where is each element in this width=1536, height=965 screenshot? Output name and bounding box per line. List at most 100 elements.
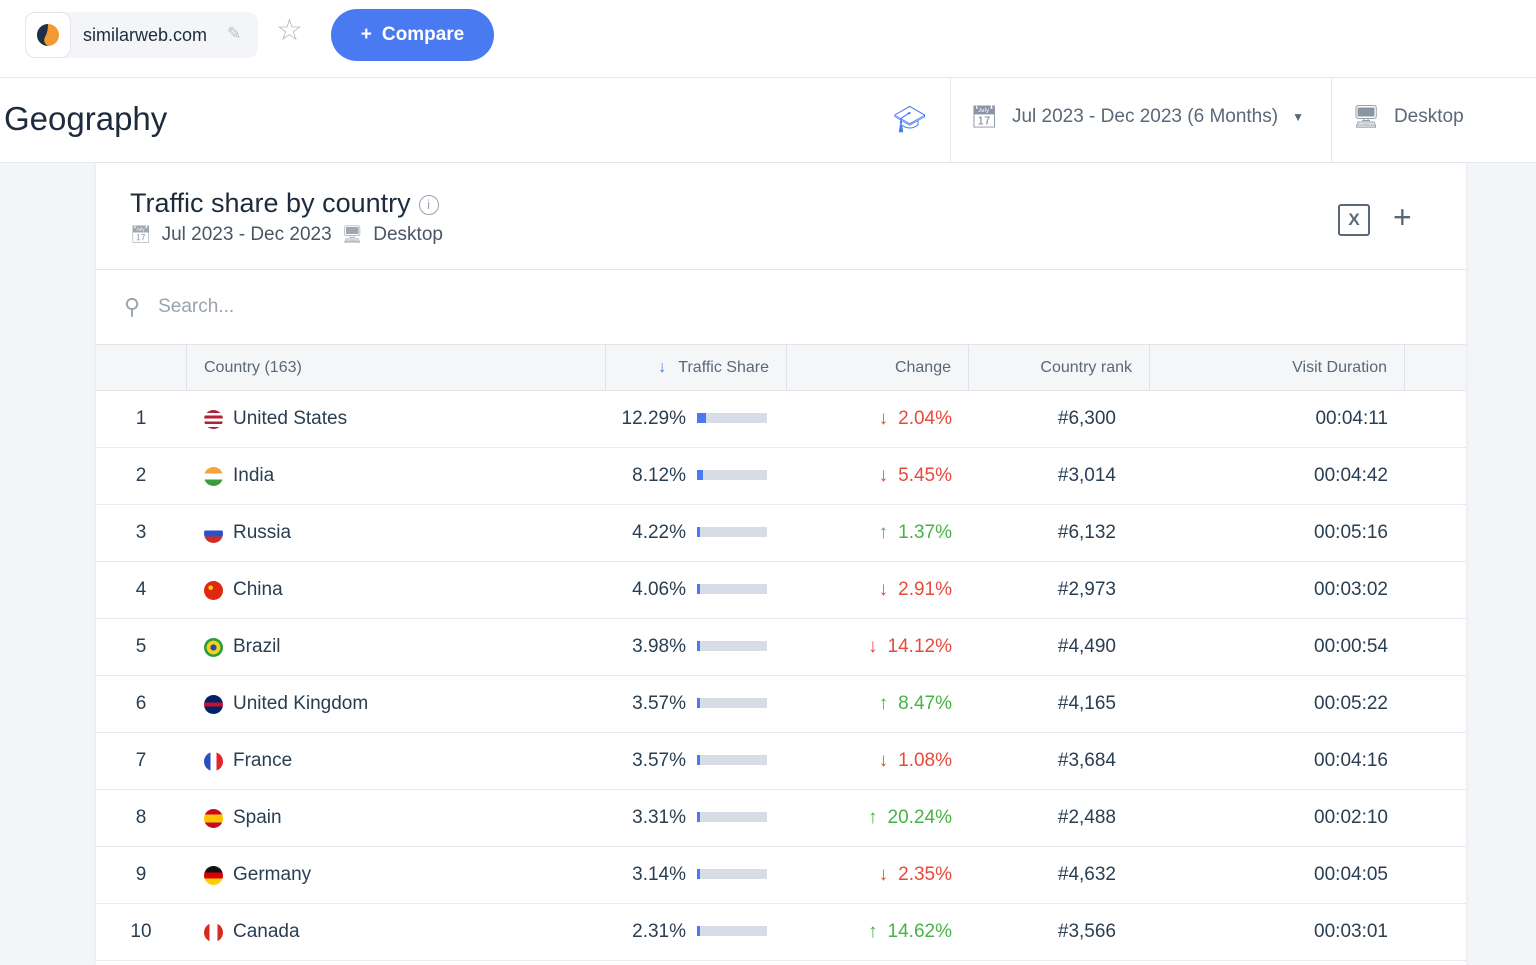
country-cell[interactable]: United States <box>204 391 347 447</box>
column-traffic-share[interactable]: ↓ Traffic Share <box>605 345 786 391</box>
site-name: similarweb.com <box>83 25 208 45</box>
traffic-share-card: Traffic share by country i 📅︎ Jul 2023 - D… <box>96 163 1466 965</box>
change-text: 20.24% <box>887 807 952 828</box>
calendar-icon: 📅︎ <box>970 104 998 129</box>
traffic-share-bar <box>697 413 767 423</box>
arrow-up-icon: ↑ <box>878 693 889 714</box>
star-icon[interactable]: ☆ <box>276 14 303 47</box>
change-text: 14.62% <box>887 921 952 942</box>
card-date: Jul 2023 - Dec 2023 <box>161 224 332 245</box>
edit-icon[interactable]: ✎ <box>227 24 242 43</box>
country-name: United Kingdom <box>233 693 369 714</box>
flag-icon <box>204 694 223 714</box>
column-traffic-share-label: Traffic Share <box>678 359 769 376</box>
flag-icon <box>204 580 223 600</box>
traffic-share-bar <box>697 698 767 708</box>
country-cell[interactable]: Russia <box>204 505 291 561</box>
traffic-share-value: 4.22% <box>632 522 686 543</box>
change-text: 8.47% <box>898 693 952 714</box>
traffic-share-value: 8.12% <box>632 465 686 486</box>
country-name: United States <box>233 408 348 429</box>
plus-icon: + <box>360 24 372 45</box>
table-row[interactable]: 4 China 4.06% ↓ 2.91% #2,973 00:03:02 <box>96 562 1466 619</box>
flag-icon <box>204 865 223 885</box>
info-icon[interactable]: i <box>418 194 439 215</box>
divider <box>950 78 951 163</box>
site-selector[interactable]: similarweb.com ✎ <box>25 12 258 58</box>
date-range-picker[interactable]: 📅︎ Jul 2023 - Dec 2023 (6 Months) ▼ <box>970 104 1304 130</box>
device-selector[interactable]: 🖥︎ Desktop <box>1352 104 1464 130</box>
flag-icon <box>204 808 223 828</box>
card-device: Desktop <box>373 224 443 245</box>
table-row[interactable]: 1 United States 12.29% ↓ 2.04% #6,300 00:… <box>96 391 1466 448</box>
change-value: ↓ 2.91% <box>796 562 952 618</box>
country-cell[interactable]: Brazil <box>204 619 281 675</box>
traffic-share-bar <box>697 641 767 651</box>
traffic-share-bar <box>697 869 767 879</box>
traffic-share-value: 3.31% <box>632 807 686 828</box>
compare-button[interactable]: + Compare <box>331 9 494 61</box>
table-row[interactable]: 2 India 8.12% ↓ 5.45% #3,014 00:04:42 <box>96 448 1466 505</box>
table-row[interactable]: 9 Germany 3.14% ↓ 2.35% #4,632 00:04:05 <box>96 847 1466 904</box>
table-row[interactable]: 10 Canada 2.31% ↑ 14.62% #3,566 00:03:01 <box>96 904 1466 961</box>
graduation-cap-icon[interactable]: 🎓︎ <box>893 104 927 134</box>
traffic-share-bar <box>697 527 767 537</box>
country-rank-value: #4,632 <box>1057 864 1116 885</box>
add-to-dashboard-icon[interactable]: + <box>1393 199 1412 235</box>
flag-icon <box>204 466 223 486</box>
table-row[interactable]: 8 Spain 3.31% ↑ 20.24% #2,488 00:02:10 <box>96 790 1466 847</box>
card-title-text: Traffic share by country <box>130 188 411 218</box>
traffic-share-value: 2.31% <box>632 921 686 942</box>
country-rank-value: #6,300 <box>1057 408 1116 429</box>
table-row[interactable]: 7 France 3.57% ↓ 1.08% #3,684 00:04:16 <box>96 733 1466 790</box>
column-extra <box>1404 345 1466 391</box>
device-label: Desktop <box>1393 106 1464 127</box>
excel-export-icon[interactable]: X <box>1338 204 1370 236</box>
card-subtitle: 📅︎ Jul 2023 - Dec 2023 🖥︎ Desktop <box>130 224 443 246</box>
row-rank: 4 <box>135 579 147 600</box>
visit-duration-value: 00:00:54 <box>1314 636 1388 657</box>
country-rank-value: #4,165 <box>1057 693 1116 714</box>
country-name: China <box>233 579 283 600</box>
change-value: ↑ 20.24% <box>796 790 952 846</box>
divider <box>1331 78 1332 163</box>
page-header: Geography 🎓︎ 📅︎ Jul 2023 - Dec 2023 (6 Mo… <box>0 78 1536 163</box>
change-value: ↓ 14.12% <box>796 619 952 675</box>
traffic-share-value: 3.14% <box>632 864 686 885</box>
flag-icon <box>204 922 223 942</box>
top-bar: similarweb.com ✎ ☆ + Compare <box>0 0 1536 78</box>
search-input[interactable] <box>158 296 759 318</box>
sort-down-icon: ↓ <box>658 359 667 376</box>
column-country-rank[interactable]: Country rank <box>968 345 1149 391</box>
flag-icon <box>204 637 223 657</box>
change-text: 2.35% <box>898 864 952 885</box>
row-rank: 10 <box>130 921 152 942</box>
table-row[interactable]: 3 Russia 4.22% ↑ 1.37% #6,132 00:05:16 <box>96 505 1466 562</box>
change-value: ↓ 5.45% <box>796 448 952 504</box>
column-country[interactable]: Country (163) <box>186 345 605 391</box>
country-cell[interactable]: France <box>204 733 292 789</box>
column-change[interactable]: Change <box>786 345 968 391</box>
country-cell[interactable]: India <box>204 448 274 504</box>
table-row[interactable]: 6 United Kingdom 3.57% ↑ 8.47% #4,165 00:… <box>96 676 1466 733</box>
change-value: ↑ 14.62% <box>796 904 952 960</box>
table-header: Country (163) ↓ Traffic Share Change Coun… <box>96 345 1466 391</box>
country-cell[interactable]: United Kingdom <box>204 676 368 732</box>
visit-duration-value: 00:03:01 <box>1314 921 1388 942</box>
country-name: Canada <box>233 921 300 942</box>
country-cell[interactable]: Spain <box>204 790 282 846</box>
table-row[interactable]: 5 Brazil 3.98% ↓ 14.12% #4,490 00:00:54 <box>96 619 1466 676</box>
country-cell[interactable]: China <box>204 562 283 618</box>
country-name: France <box>233 750 293 771</box>
country-cell[interactable]: Germany <box>204 847 311 903</box>
row-rank: 2 <box>135 465 147 486</box>
country-rank-value: #3,014 <box>1057 465 1116 486</box>
change-text: 14.12% <box>887 636 952 657</box>
country-cell[interactable]: Canada <box>204 904 300 960</box>
caret-down-icon: ▼ <box>1292 110 1304 124</box>
arrow-down-icon: ↓ <box>878 750 889 771</box>
page-title: Geography <box>4 100 168 137</box>
column-visit-duration[interactable]: Visit Duration <box>1149 345 1404 391</box>
country-rank-value: #2,973 <box>1057 579 1116 600</box>
arrow-down-icon: ↓ <box>878 579 889 600</box>
